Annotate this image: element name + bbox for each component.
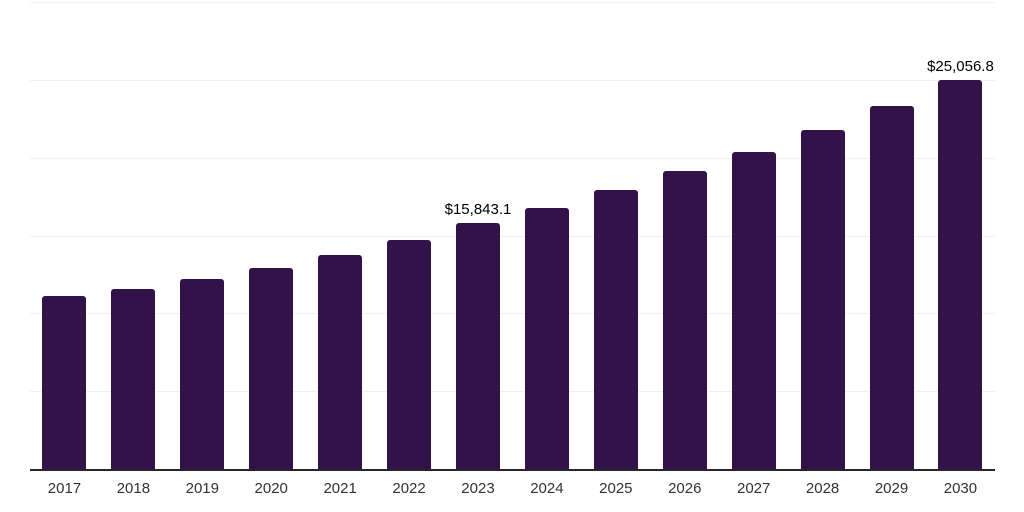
bar-2020[interactable] [249,267,294,470]
x-tick-2025: 2025 [599,480,633,497]
gridline-10000 [30,313,995,315]
x-tick-2021: 2021 [323,480,357,497]
bar-value-label-2030: $25,056.8 [927,57,994,75]
bar-column-2020 [237,3,306,470]
bar-2019[interactable] [180,278,225,470]
bar-column-2029 [857,3,926,470]
x-tick-2030: 2030 [943,480,978,497]
gridline-5000 [30,391,995,393]
bar-2017[interactable] [42,295,87,470]
plot-area: $15,843.1 $25,056.8 [30,2,995,471]
bar-column-2018 [99,3,168,470]
bar-2027[interactable] [731,151,776,470]
x-tick-2023: 2023 [461,480,495,497]
x-tick-2022: 2022 [392,480,426,497]
x-tick-2027: 2027 [736,480,771,497]
x-tick-2024: 2024 [530,480,564,497]
gridline-15000 [30,235,995,237]
bar-value-label-2023: $15,843.1 [444,201,512,219]
bar-column-2019 [168,3,237,470]
bar-column-2028 [788,3,857,470]
x-tick-2029: 2029 [874,480,909,497]
bar-2025[interactable] [593,190,638,470]
bar-2024[interactable] [524,207,569,470]
gridline-30000 [30,2,995,3]
bar-column-2027 [719,3,788,470]
bar-2018[interactable] [111,288,156,470]
bar-column-2017 [30,3,99,470]
x-axis-labels: 2017 2018 2019 2020 2021 2022 2023 2024 2025 2026… [30,479,995,499]
bar-2028[interactable] [800,129,845,470]
x-tick-2028: 2028 [805,480,840,497]
bar-column-2023: $15,843.1 [444,3,513,470]
bar-column-2026 [650,3,719,470]
bar-2021[interactable] [318,254,363,470]
bar-2023[interactable] [455,223,500,470]
bar-2029[interactable] [869,105,914,470]
x-tick-2026: 2026 [668,480,702,497]
bar-column-2030: $25,056.8 [926,3,995,470]
bar-column-2022 [375,3,444,470]
gridline-25000 [30,79,995,81]
bar-2030[interactable] [938,79,983,470]
gridlines [30,2,995,471]
x-axis-line [30,469,995,471]
bar-column-2024 [512,3,581,470]
x-tick-2017: 2017 [47,480,82,497]
x-tick-2018: 2018 [116,480,151,497]
x-tick-2020: 2020 [254,480,288,497]
bars-row: $15,843.1 $25,056.8 [30,3,995,470]
x-tick-2019: 2019 [185,480,219,497]
gridline-20000 [30,157,995,159]
bar-2026[interactable] [662,171,707,470]
bar-column-2021 [306,3,375,470]
bar-2022[interactable] [387,239,432,470]
bar-column-2025 [581,3,650,470]
